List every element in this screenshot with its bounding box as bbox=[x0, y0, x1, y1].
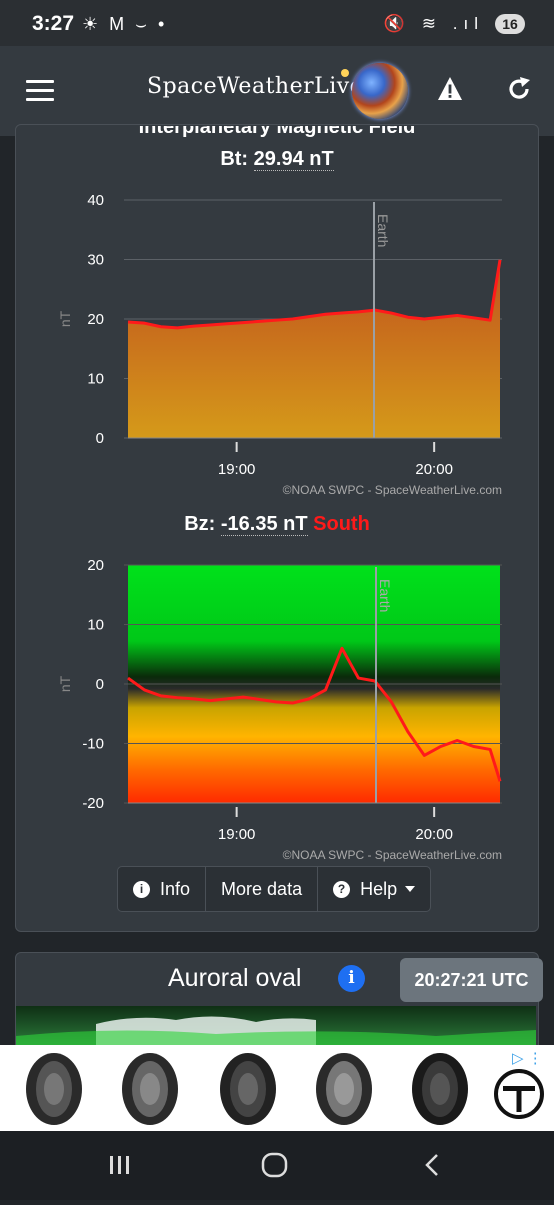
tire-image-5 bbox=[412, 1053, 468, 1125]
site-logo-text[interactable]: SpaceWeatherLive bbox=[147, 74, 364, 99]
chart-button-group: i Info More data ? Help bbox=[117, 866, 432, 912]
info-icon: i bbox=[133, 880, 150, 898]
bz-value[interactable]: -16.35 nT bbox=[220, 513, 308, 536]
help-button[interactable]: ? Help bbox=[318, 867, 430, 911]
earth-marker-label: Earth bbox=[377, 579, 393, 612]
x-tick-label: 20:00 bbox=[415, 826, 453, 843]
auroral-title: Auroral oval bbox=[168, 964, 302, 992]
bt-value[interactable]: 29.94 nT bbox=[253, 148, 334, 171]
more-data-button[interactable]: More data bbox=[206, 867, 319, 911]
status-time: 3:27 bbox=[32, 12, 75, 35]
bt-line bbox=[127, 259, 502, 330]
globe-logo-icon[interactable] bbox=[352, 63, 408, 119]
ad-banner[interactable] bbox=[0, 1045, 554, 1131]
home-icon[interactable] bbox=[261, 1152, 288, 1178]
auroral-map-image[interactable] bbox=[16, 1006, 536, 1046]
system-nav-svg bbox=[110, 1152, 438, 1178]
chart-credit: ©NOAA SWPC - SpaceWeatherLive.com bbox=[283, 483, 502, 497]
bt-label: Bt: bbox=[220, 148, 249, 170]
earth-marker-label: Earth bbox=[375, 214, 391, 247]
imf-card-title: Interplanetary Magnetic Field bbox=[138, 126, 416, 138]
tire-image-2 bbox=[122, 1053, 178, 1125]
bz-readout: Bz: -16.35 nT South bbox=[0, 513, 554, 536]
x-tick-label: 20:00 bbox=[415, 461, 453, 478]
status-right-icons: 🔇 ≋ .ıl bbox=[383, 14, 484, 33]
tire-image-1 bbox=[26, 1053, 82, 1125]
status-bar: 3:27 ☀ M ⌣ • 🔇 ≋ .ıl 16 bbox=[0, 0, 554, 46]
y-tick-label: 30 bbox=[87, 252, 104, 269]
bz-chart: -20 -10 0 10 20 nT Earth 19:00 20:00 ©NOAA SWPC -… bbox=[57, 557, 502, 862]
logo-dot bbox=[341, 69, 349, 77]
y-tick-label: 10 bbox=[87, 371, 104, 388]
status-left-icons: ☀ M ⌣ • bbox=[82, 14, 168, 34]
refresh-icon[interactable] bbox=[505, 75, 533, 103]
bz-label: Bz: bbox=[184, 513, 216, 535]
auroral-info-icon[interactable]: i bbox=[338, 965, 365, 992]
y-axis-label: nT bbox=[57, 310, 73, 327]
back-icon[interactable] bbox=[425, 1154, 438, 1176]
y-tick-label: -20 bbox=[82, 795, 104, 812]
auroral-map-svg bbox=[16, 1016, 536, 1046]
bz-line bbox=[127, 646, 502, 782]
bt-chart: 0 10 20 30 40 nT Earth 19:00 20:00 ©NOAA SWPC - S… bbox=[57, 192, 502, 497]
y-tick-label: 0 bbox=[96, 430, 104, 447]
tire-image-4 bbox=[316, 1053, 372, 1125]
chart-credit: ©NOAA SWPC - SpaceWeatherLive.com bbox=[283, 848, 502, 862]
info-button[interactable]: i Info bbox=[118, 867, 207, 911]
bz-direction: South bbox=[313, 513, 370, 535]
y-axis-label: nT bbox=[57, 675, 73, 692]
x-tick-label: 19:00 bbox=[218, 461, 256, 478]
warning-icon[interactable] bbox=[437, 76, 463, 102]
y-tick-label: 20 bbox=[87, 557, 104, 574]
y-tick-label: 0 bbox=[96, 676, 104, 693]
y-tick-label: 20 bbox=[87, 311, 104, 328]
help-icon: ? bbox=[333, 880, 351, 898]
recent-apps-icon[interactable] bbox=[110, 1156, 129, 1174]
y-tick-label: -10 bbox=[82, 736, 104, 753]
battery-indicator: 16 bbox=[495, 14, 525, 34]
chevron-down-icon bbox=[405, 886, 416, 892]
x-tick-label: 19:00 bbox=[218, 826, 256, 843]
ad-brand-logo-icon[interactable] bbox=[493, 1068, 545, 1120]
tire-image-3 bbox=[220, 1053, 276, 1125]
hamburger-icon[interactable] bbox=[26, 80, 54, 101]
utc-time-badge: 20:27:21 UTC bbox=[400, 958, 543, 1002]
ad-choices-icon[interactable]: ▷ ⋮ bbox=[512, 1050, 543, 1067]
y-tick-label: 10 bbox=[87, 617, 104, 634]
system-nav-bar bbox=[0, 1131, 554, 1200]
bt-area bbox=[128, 259, 500, 438]
bt-readout: Bt: 29.94 nT bbox=[0, 148, 554, 171]
app-header: SpaceWeatherLive bbox=[0, 46, 554, 136]
y-tick-label: 40 bbox=[87, 192, 104, 209]
